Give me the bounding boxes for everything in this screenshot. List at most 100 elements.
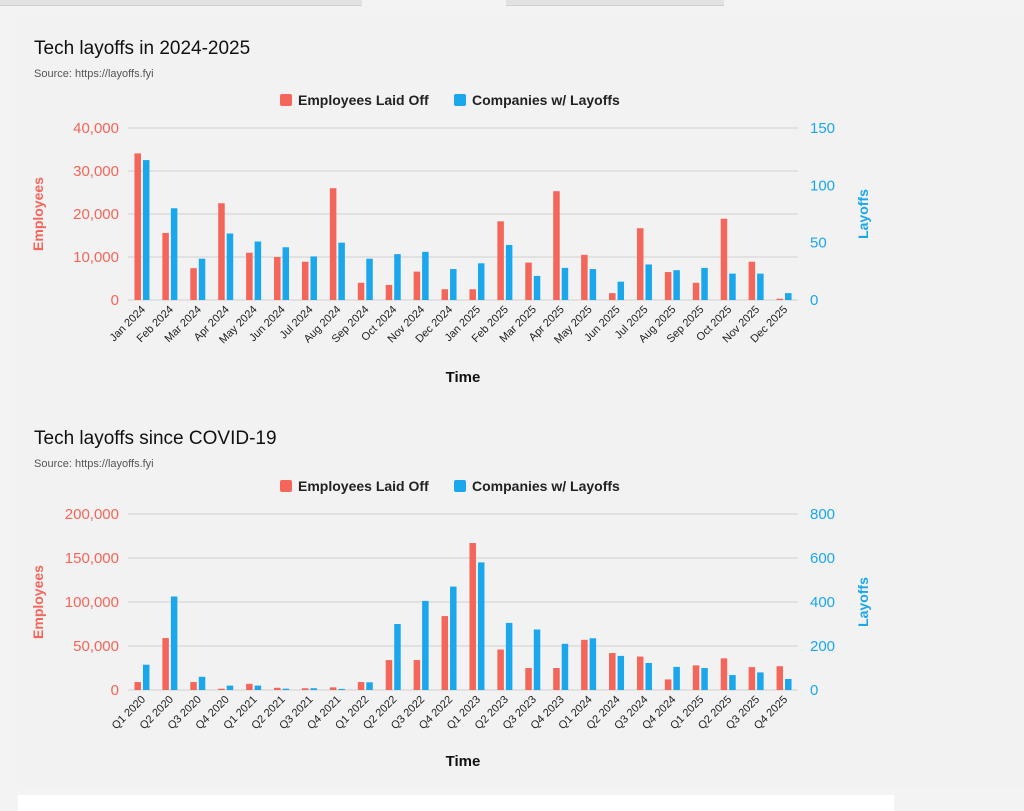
bar-companies	[170, 596, 178, 690]
y-left-axis-title: Employees	[30, 177, 46, 251]
y-right-tick-label: 600	[810, 550, 835, 567]
bar-companies	[505, 244, 513, 300]
bar-companies	[450, 269, 457, 300]
bar-employees	[301, 688, 309, 690]
chart-source: Source: https://layoffs.fyi	[34, 458, 154, 470]
bar-employees	[385, 660, 393, 690]
bar-companies	[310, 688, 317, 690]
bar-companies	[142, 664, 150, 690]
browser-tab[interactable]	[506, 0, 724, 6]
y-right-tick-label: 50	[810, 235, 827, 252]
y-right-tick-label: 800	[810, 506, 835, 523]
bar-companies	[366, 682, 373, 690]
y-right-axis-title: Layoffs	[855, 189, 871, 239]
bar-companies	[701, 267, 708, 300]
bar-employees	[692, 665, 700, 690]
bar-employees	[274, 687, 281, 690]
bar-companies	[673, 666, 680, 690]
y-left-tick-label: 200,000	[65, 506, 119, 523]
bar-companies	[422, 600, 429, 690]
bar-employees	[525, 668, 532, 690]
bar-companies	[729, 273, 736, 300]
bar-companies	[533, 275, 541, 300]
bar-employees	[664, 272, 672, 300]
bar-companies	[338, 242, 345, 300]
bar-companies	[617, 281, 625, 300]
chart-title: Tech layoffs in 2024-2025	[34, 38, 251, 59]
bar-companies	[422, 251, 429, 300]
bar-employees	[776, 666, 784, 690]
bar-companies	[729, 675, 736, 690]
bar-employees	[497, 649, 504, 690]
bar-companies	[561, 267, 569, 300]
chart-panel-since-covid: Tech layoffs since COVID-19 Source: http…	[18, 408, 1024, 788]
legend-label-companies: Companies w/ Layoffs	[472, 478, 620, 494]
bar-employees	[441, 616, 449, 690]
bar-companies	[561, 643, 569, 690]
bar-companies	[394, 624, 401, 690]
bar-employees	[581, 639, 588, 690]
bar-employees	[720, 218, 728, 300]
bar-employees	[134, 153, 141, 300]
page-footer-strip	[18, 795, 894, 811]
bar-employees	[553, 668, 560, 690]
y-left-tick-label: 0	[111, 292, 119, 309]
legend-swatch-employees	[280, 480, 292, 492]
chart-source: Source: https://layoffs.fyi	[34, 68, 154, 80]
bar-employees	[748, 667, 756, 690]
bar-companies	[589, 638, 597, 690]
bar-companies	[338, 688, 345, 690]
bar-companies	[533, 629, 541, 690]
y-left-tick-label: 30,000	[73, 163, 119, 180]
legend-swatch-employees	[280, 94, 292, 106]
bar-companies	[757, 672, 764, 690]
bar-companies	[254, 241, 262, 300]
bar-companies	[394, 254, 401, 300]
y-left-tick-label: 10,000	[73, 249, 119, 266]
y-right-tick-label: 0	[810, 292, 818, 309]
bar-companies	[198, 258, 206, 300]
bar-companies	[673, 270, 680, 300]
bar-employees	[218, 203, 225, 300]
bar-companies	[310, 256, 317, 300]
bar-companies	[477, 263, 485, 300]
bar-employees	[162, 232, 169, 300]
chart-svg: 0 50,000 100,000 150,000 200,000 0 200 400 600 80…	[30, 478, 871, 770]
bar-companies	[142, 160, 150, 300]
bar-employees	[609, 293, 616, 300]
y-left-axis-title: Employees	[30, 565, 46, 639]
chart-svg: 0 10,000 20,000 30,000 40,000 0 50 100 150 Employ…	[30, 92, 871, 386]
bar-employees	[218, 688, 225, 690]
bar-employees	[692, 282, 700, 300]
y-left-tick-label: 150,000	[65, 550, 119, 567]
bar-companies	[505, 622, 513, 690]
y-right-axis-title: Layoffs	[855, 577, 871, 627]
bar-employees	[357, 682, 365, 690]
chart-panel-2024-2025: Tech layoffs in 2024-2025 Source: https:…	[18, 18, 1024, 406]
bar-companies	[226, 233, 234, 300]
bar-employees	[301, 261, 309, 300]
legend-label-employees: Employees Laid Off	[298, 92, 429, 108]
bar-companies	[198, 676, 206, 690]
chart-title: Tech layoffs since COVID-19	[34, 428, 277, 449]
bar-employees	[190, 268, 197, 300]
bar-employees	[134, 682, 141, 690]
bar-companies	[645, 264, 652, 300]
bar-companies	[645, 662, 652, 690]
bar-companies	[282, 688, 290, 690]
x-axis-title: Time	[446, 369, 481, 386]
bar-employees	[636, 228, 644, 300]
bar-employees	[525, 262, 532, 300]
bar-employees	[664, 679, 672, 690]
bar-companies	[282, 247, 290, 300]
bar-companies	[757, 273, 764, 300]
bar-companies	[785, 293, 792, 300]
bar-companies	[450, 586, 457, 690]
bar-employees	[609, 653, 616, 690]
browser-tab[interactable]	[0, 0, 362, 6]
bar-companies	[226, 685, 234, 690]
bar-companies	[701, 668, 708, 690]
bar-employees	[469, 543, 476, 690]
bar-employees	[357, 282, 365, 300]
y-right-tick-label: 200	[810, 638, 835, 655]
